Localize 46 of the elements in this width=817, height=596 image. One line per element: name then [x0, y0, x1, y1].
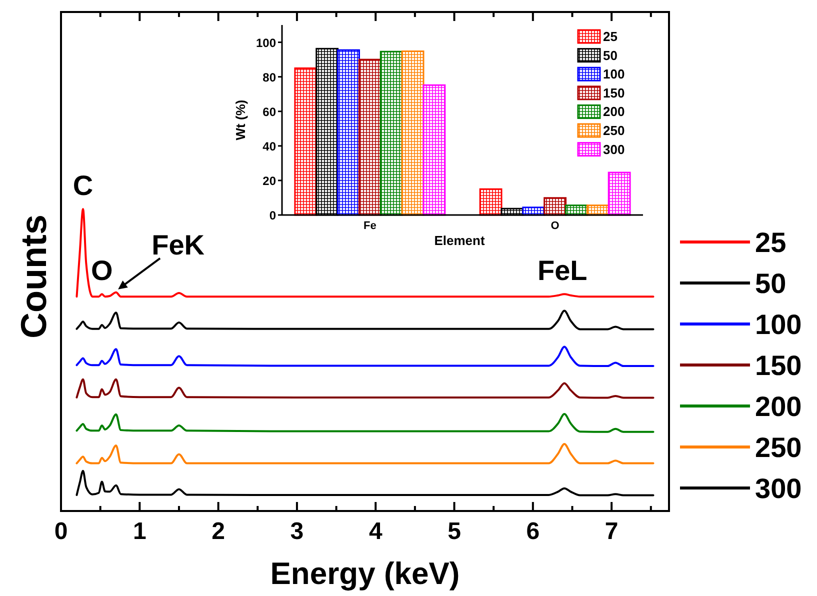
y-tick-label: 60	[262, 104, 276, 119]
legend-label: 300	[603, 142, 625, 157]
x-tick-label: 2	[212, 518, 225, 545]
legend-label: 100	[755, 309, 802, 340]
legend-label: 300	[755, 473, 802, 504]
y-axis-title: Counts	[13, 214, 54, 338]
bar	[479, 188, 502, 216]
x-axis-title: Energy (keV)	[270, 556, 460, 591]
x-tick-label: 0	[54, 518, 68, 545]
bar	[337, 49, 360, 216]
legend-label: 250	[755, 432, 802, 463]
y-tick-label: 20	[262, 174, 276, 188]
legend-label: 250	[603, 123, 625, 138]
legend-label: 100	[603, 66, 625, 82]
bar	[380, 50, 403, 216]
x-tick-label: 3	[290, 518, 304, 545]
x-tick-label: 6	[526, 518, 540, 545]
bar	[422, 84, 446, 216]
y-axis-title: Wt (%)	[233, 100, 248, 140]
x-tick-label: 7	[604, 518, 618, 545]
bar	[608, 172, 631, 216]
annotation: FeK	[152, 229, 205, 260]
bar	[294, 67, 318, 216]
legend-label: 25	[603, 29, 618, 44]
x-tick-label: 1	[132, 518, 146, 545]
legend-label: 200	[603, 104, 625, 120]
x-tick-label: 4	[368, 518, 383, 545]
legend-label: 150	[603, 85, 625, 100]
x-axis-title: Element	[434, 233, 486, 248]
y-tick-label: 100	[256, 36, 276, 50]
annotation: O	[91, 255, 113, 286]
legend-label: 150	[755, 350, 802, 381]
bar	[358, 58, 382, 216]
legend-label: 25	[755, 227, 786, 258]
x-tick-label: Fe	[364, 220, 376, 232]
y-tick-label: 80	[262, 70, 276, 84]
annotation: C	[72, 170, 94, 201]
y-tick-label: 0	[269, 208, 276, 222]
legend-label: 50	[603, 48, 618, 63]
y-tick-label: 40	[262, 139, 276, 154]
legend-label: 200	[755, 391, 802, 422]
x-tick-label: 5	[448, 518, 461, 545]
legend-label: 50	[755, 268, 786, 299]
bar	[401, 50, 424, 216]
bar	[544, 197, 567, 216]
annotation: FeL	[538, 255, 588, 286]
